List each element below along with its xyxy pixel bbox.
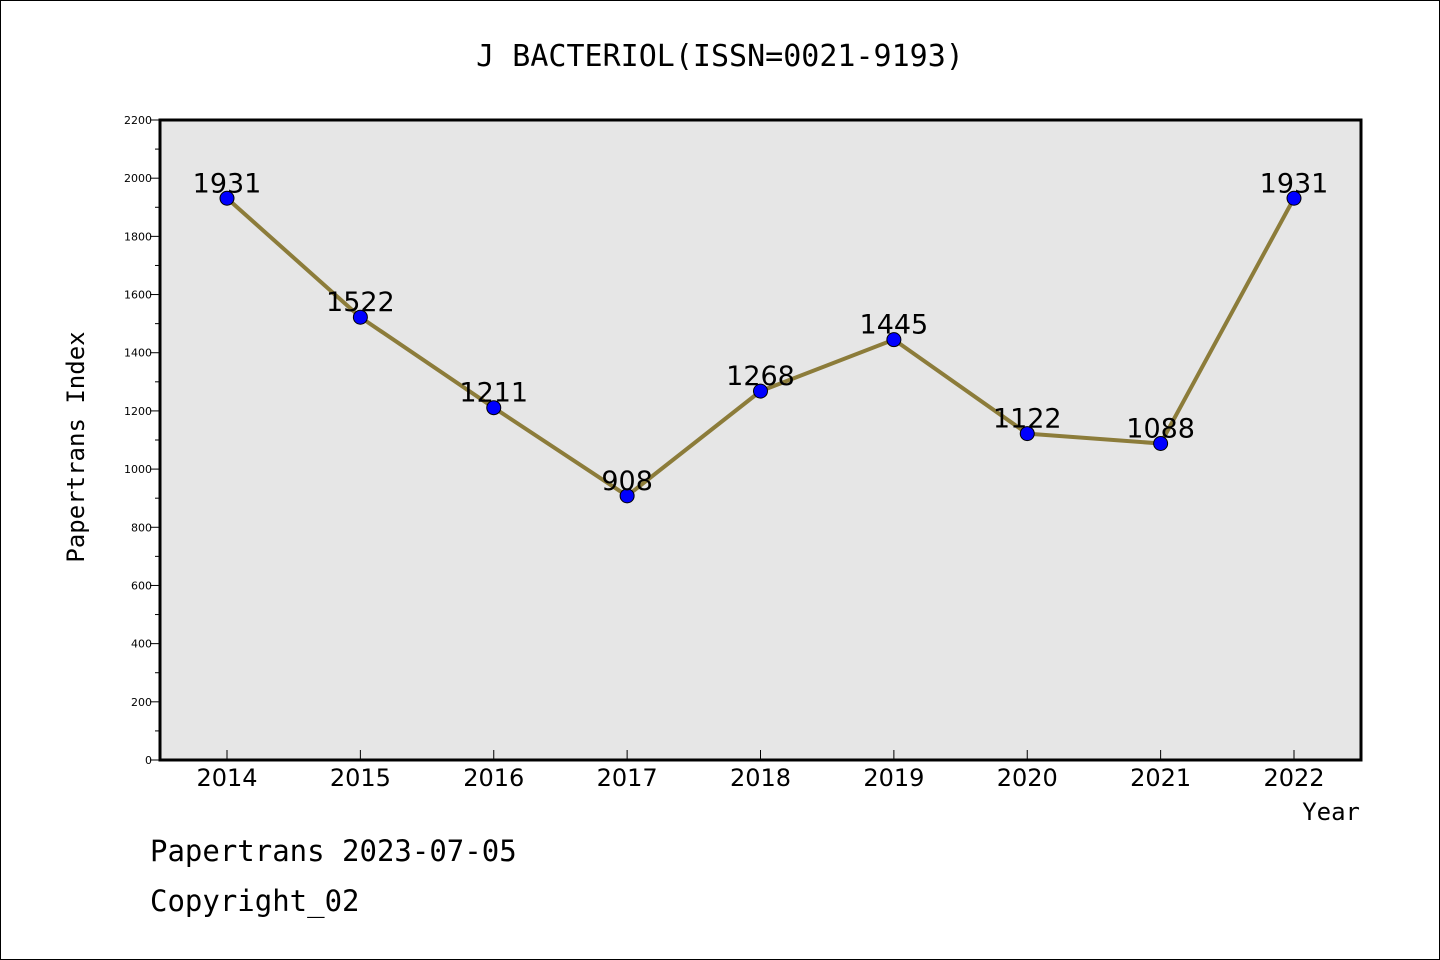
data-label: 1268 — [726, 361, 795, 392]
data-point — [486, 400, 502, 416]
y-tick-label: 1400 — [124, 347, 152, 360]
x-tick-label: 2016 — [463, 764, 524, 792]
plot-border — [158, 118, 1363, 762]
x-tick-label: 2018 — [730, 764, 791, 792]
x-tick-label: 2015 — [330, 764, 391, 792]
x-tick-label: 2020 — [997, 764, 1058, 792]
y-tick-label: 2000 — [124, 172, 152, 185]
data-label: 1931 — [1260, 168, 1329, 199]
data-point — [886, 332, 902, 348]
x-tick-label: 2019 — [863, 764, 924, 792]
chart-title: J BACTERIOL(ISSN=0021-9193) — [476, 39, 964, 74]
data-label: 908 — [601, 466, 653, 497]
y-tick-label: 800 — [131, 521, 152, 534]
x-axis-label: Year — [1302, 798, 1360, 826]
y-tick-label: 1800 — [124, 230, 152, 243]
x-tick-label: 2022 — [1263, 764, 1324, 792]
y-axis: 0 200 400 600 800 1000 1200 1400 1600 1800 2000 220… — [124, 114, 160, 767]
data-label: 1211 — [459, 378, 528, 409]
x-axis: 2014 2015 2016 2017 2018 2019 2020 2021 2022 — [196, 750, 1325, 792]
y-axis-label: Papertrans Index — [62, 331, 90, 562]
data-point — [619, 488, 635, 504]
data-point — [1286, 190, 1302, 206]
x-tick-label: 2021 — [1130, 764, 1191, 792]
y-tick-label: 1200 — [124, 405, 152, 418]
y-tick-label: 2200 — [124, 114, 152, 127]
footer-date: Papertrans 2023-07-05 — [150, 834, 517, 868]
y-tick-label: 1600 — [124, 289, 152, 302]
y-tick-label: 400 — [131, 638, 152, 651]
y-tick-label: 600 — [131, 579, 152, 592]
data-label: 1445 — [860, 310, 929, 341]
data-point — [1019, 426, 1035, 442]
footer-copyright: Copyright_02 — [150, 884, 360, 918]
data-point — [219, 190, 235, 206]
data-point — [753, 383, 768, 399]
y-tick-label: 0 — [145, 754, 152, 767]
data-points — [219, 190, 1302, 504]
x-tick-label: 2014 — [196, 764, 257, 792]
data-label: 1088 — [1126, 413, 1195, 444]
y-tick-label: 1000 — [124, 463, 152, 476]
data-labels: 1931 1522 1211 908 1268 1445 1122 1088 1931 — [193, 168, 1329, 497]
data-label: 1522 — [326, 287, 395, 318]
y-tick-label: 200 — [131, 696, 152, 709]
data-point — [352, 309, 368, 325]
x-tick-label: 2017 — [597, 764, 658, 792]
data-label: 1931 — [193, 168, 262, 199]
data-label: 1122 — [993, 404, 1062, 435]
data-point — [1153, 435, 1169, 451]
